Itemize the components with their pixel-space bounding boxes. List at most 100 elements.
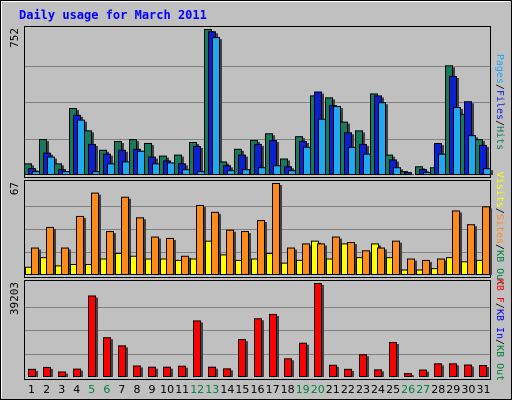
bar-sites-day-23 — [362, 250, 370, 276]
bar-pages-day-7 — [122, 161, 130, 176]
legend-segment: Pages — [494, 54, 505, 84]
bar-sites-day-3 — [61, 247, 69, 275]
x-tick-label: 13 — [205, 383, 219, 396]
bar-kb-f-day-17 — [269, 313, 277, 378]
x-tick-label: 30 — [461, 383, 475, 396]
bar-kb-f-day-16 — [254, 318, 262, 377]
bar-sites-day-7 — [121, 196, 129, 275]
x-tick-label: 18 — [281, 383, 295, 396]
bar-sites-day-28 — [437, 258, 445, 276]
x-tick-label: 27 — [416, 383, 430, 396]
bar-kb-f-day-13 — [208, 366, 216, 378]
bar-pages-day-14 — [227, 170, 235, 175]
bar-kb-f-day-31 — [479, 365, 487, 377]
bar-sites-day-27 — [422, 259, 430, 275]
bar-sites-day-13 — [211, 211, 219, 275]
legend-segment: KB Out — [494, 345, 505, 381]
bar-kb-f-day-26 — [404, 373, 412, 377]
bar-pages-day-8 — [137, 150, 145, 176]
x-tick-label: 2 — [43, 383, 50, 396]
bar-pages-day-11 — [182, 169, 190, 176]
bar-pages-day-24 — [378, 102, 386, 175]
bar-pages-day-13 — [212, 37, 220, 176]
x-tick-label: 20 — [311, 383, 325, 396]
bar-kb-f-day-6 — [103, 337, 111, 378]
bar-pages-day-22 — [348, 146, 356, 175]
bar-kb-f-day-20 — [314, 283, 322, 377]
bar-sites-day-18 — [287, 247, 295, 275]
legend-segment: / — [494, 84, 505, 90]
bar-sites-day-15 — [241, 231, 249, 276]
bar-sites-day-25 — [392, 240, 400, 276]
bar-sites-day-9 — [151, 236, 159, 276]
x-tick-label: 17 — [266, 383, 280, 396]
bar-sites-day-29 — [452, 210, 460, 276]
bar-kb-f-day-28 — [434, 363, 442, 377]
bar-sites-day-5 — [91, 192, 99, 275]
x-tick-label: 19 — [296, 383, 310, 396]
bar-kb-f-day-14 — [223, 368, 231, 378]
x-tick-label: 16 — [251, 383, 265, 396]
x-tick-label: 3 — [58, 383, 65, 396]
x-tick-label: 14 — [220, 383, 234, 396]
bar-pages-day-27 — [423, 172, 431, 176]
bar-sites-day-1 — [31, 247, 39, 275]
x-tick-label: 6 — [103, 383, 110, 396]
bar-kb-f-day-10 — [163, 366, 171, 378]
bar-kb-f-day-2 — [43, 366, 51, 378]
bar-pages-day-5 — [92, 171, 100, 175]
bar-pages-day-29 — [453, 107, 461, 175]
legend-segment: / — [494, 120, 505, 126]
bar-pages-day-4 — [77, 119, 85, 176]
bar-pages-day-21 — [333, 106, 341, 175]
bar-kb-f-day-24 — [374, 369, 382, 377]
bar-pages-day-1 — [32, 171, 40, 175]
panel-legend-label: Visits/Sites/KB Out — [494, 172, 505, 286]
bar-kb-f-day-7 — [118, 345, 126, 378]
bar-kb-f-day-29 — [449, 363, 457, 377]
bar-sites-day-4 — [76, 215, 84, 276]
x-tick-label: 15 — [235, 383, 249, 396]
bar-kb-f-day-9 — [148, 366, 156, 378]
panel-max-label: 39203 — [8, 282, 21, 315]
bar-kb-f-day-19 — [299, 342, 307, 378]
chart-title: Daily usage for March 2011 — [19, 8, 207, 22]
x-tick-label: 11 — [175, 383, 189, 396]
x-tick-label: 31 — [477, 383, 491, 396]
bar-pages-day-3 — [62, 171, 70, 175]
legend-segment: / — [494, 339, 505, 345]
bar-sites-day-10 — [166, 237, 174, 275]
bar-kb-f-day-4 — [73, 368, 81, 378]
bar-pages-day-6 — [107, 163, 115, 175]
bar-kb-f-day-8 — [133, 365, 141, 377]
x-tick-label: 10 — [160, 383, 174, 396]
panel-2: 67 Visits/Sites/KB Out — [8, 172, 505, 286]
bar-kb-f-day-22 — [344, 368, 352, 378]
bar-pages-day-19 — [303, 146, 311, 175]
bar-files-day-5 — [88, 143, 96, 176]
legend-segment: / — [494, 208, 505, 214]
panel-max-label: 752 — [8, 28, 21, 48]
bar-pages-day-17 — [273, 165, 281, 176]
bar-sites-day-16 — [257, 220, 265, 276]
x-tick-label: 21 — [326, 383, 340, 396]
x-tick-label: 4 — [73, 383, 80, 396]
bar-kb-f-day-21 — [329, 364, 337, 377]
bar-files-day-12 — [193, 145, 201, 175]
x-tick-label: 12 — [190, 383, 204, 396]
bar-kb-f-day-23 — [359, 354, 367, 377]
bar-pages-day-20 — [318, 118, 326, 175]
bar-pages-day-23 — [363, 153, 371, 175]
bar-kb-f-day-11 — [178, 365, 186, 378]
bar-sites-day-24 — [377, 247, 385, 275]
bar-sites-day-31 — [482, 206, 490, 275]
x-tick-label: 5 — [88, 383, 95, 396]
bar-sites-day-22 — [347, 242, 355, 275]
bar-pages-day-12 — [197, 171, 205, 175]
x-tick-label: 23 — [356, 383, 370, 396]
bar-kb-f-day-18 — [284, 358, 292, 378]
panel-3: 39203 KB F/KB In/KB Out — [8, 279, 505, 381]
